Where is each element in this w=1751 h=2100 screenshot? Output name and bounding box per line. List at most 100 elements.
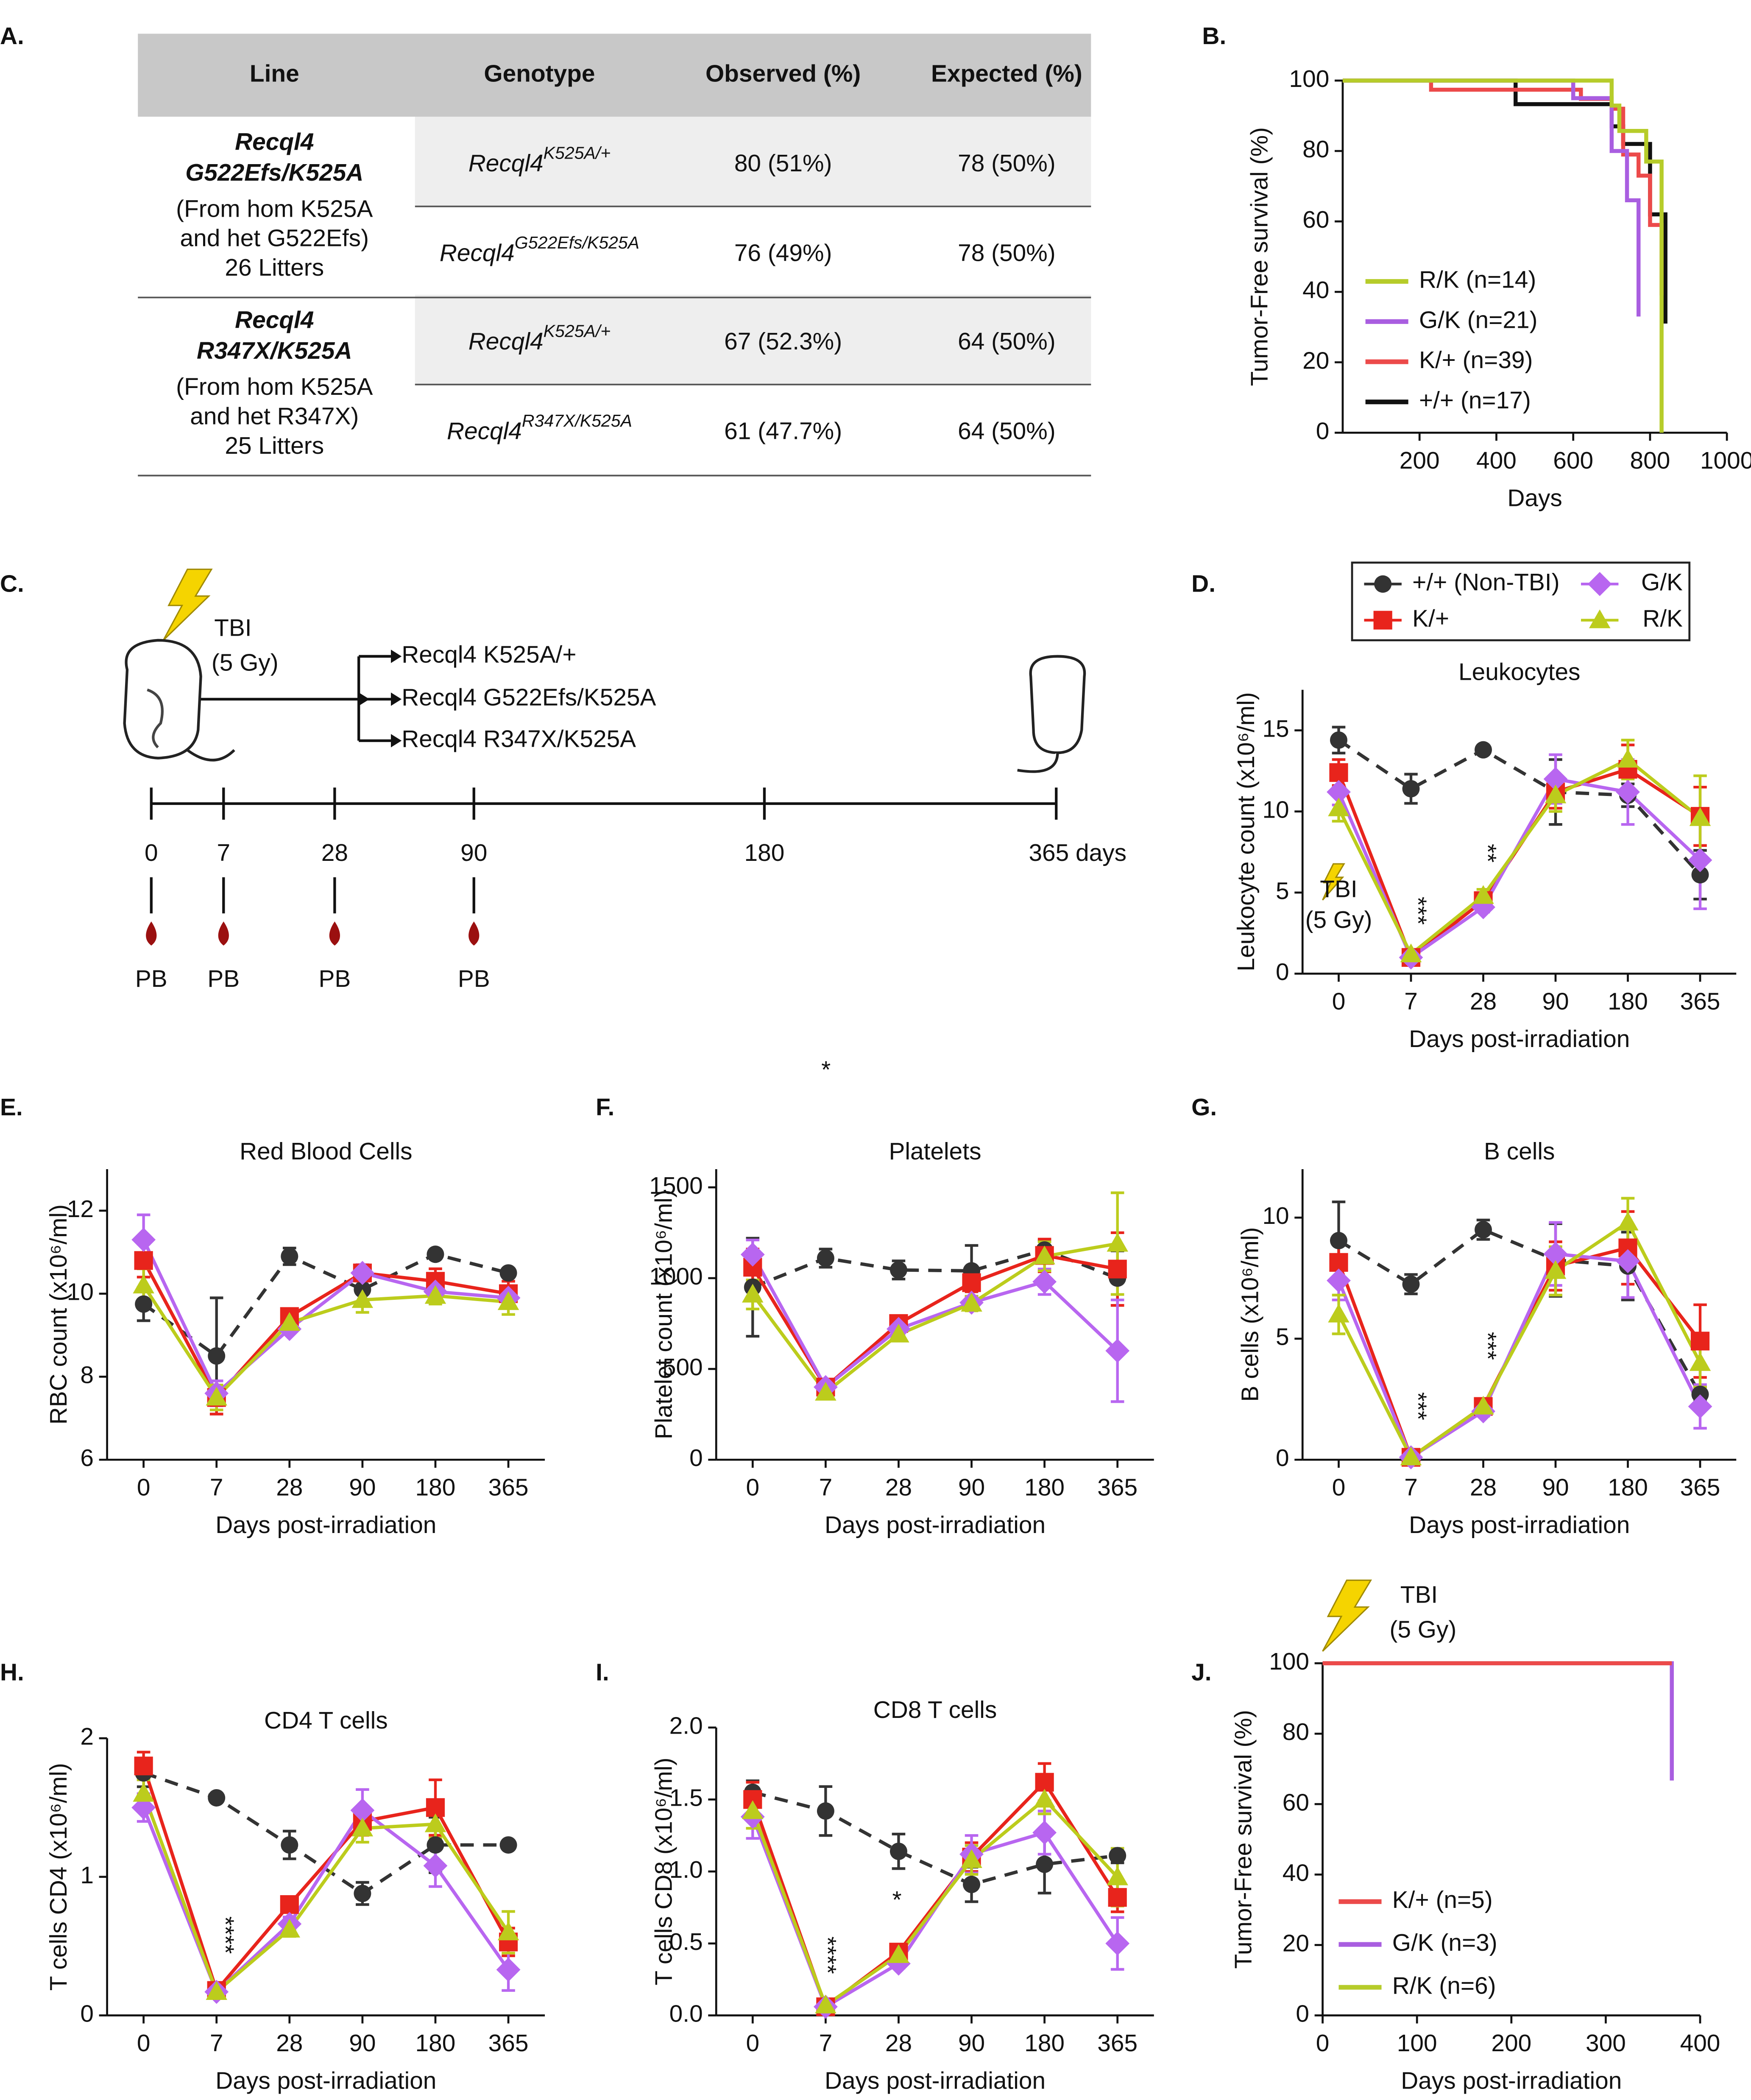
marker [815, 1382, 836, 1401]
x-tick-label: 7 [1404, 989, 1418, 1015]
marker [133, 1783, 154, 1802]
x-tick-label: 28 [1470, 989, 1497, 1015]
y-tick-label: 0 [80, 2001, 94, 2027]
panel-label: B. [1202, 23, 1226, 50]
marker [1545, 1260, 1567, 1279]
y-tick-label: 0 [1276, 1445, 1289, 1472]
series-line [1337, 757, 1701, 957]
x-tick-label: 180 [1024, 1474, 1065, 1501]
y-axis-label: Platelet count (x10⁶/ml) [650, 1190, 677, 1439]
marker [1328, 1304, 1349, 1323]
y-axis-label: Tumor-Free survival (%) [1246, 127, 1273, 386]
marker [1105, 1338, 1130, 1363]
genotype-sup: G522Efs/K525A [515, 233, 639, 252]
x-tick-label: 0 [746, 1474, 759, 1501]
table-header: Expected (%) [931, 60, 1082, 87]
genotype: Recql4R347X/K525A [447, 411, 632, 444]
sample-label: PB [135, 966, 167, 992]
marker [208, 1789, 226, 1807]
marker [131, 1227, 156, 1252]
marker [424, 1813, 446, 1832]
x-tick-label: 180 [1608, 989, 1648, 1015]
annotation: **** [814, 1936, 841, 1974]
y-tick-label: 5 [1276, 1324, 1289, 1351]
marker [1036, 1855, 1054, 1873]
marker [1330, 731, 1348, 749]
marker [889, 1261, 907, 1279]
annotation: * [892, 1887, 901, 1913]
observed: 67 (52.3%) [724, 328, 842, 355]
y-tick-label: 8 [80, 1362, 94, 1388]
series-line [752, 1248, 1118, 1289]
y-tick-label: 100 [1269, 1648, 1309, 1675]
x-tick-label: 200 [1400, 447, 1440, 474]
table-header: Genotype [484, 60, 595, 87]
marker [1107, 1866, 1128, 1885]
observed: 76 (49%) [734, 240, 832, 266]
treatment: TBI [214, 615, 251, 642]
y-tick-label: 1000 [649, 1263, 703, 1290]
series-line [142, 1239, 509, 1396]
marker [1329, 763, 1348, 782]
arrow-head [390, 649, 402, 663]
x-axis-label: Days post-irradiation [215, 1512, 436, 1539]
annotation: **** [212, 1916, 238, 1954]
line-note: (From hom K525A [176, 374, 373, 400]
marker [817, 1802, 834, 1820]
panel-label: D. [1191, 570, 1216, 597]
y-tick-label: 60 [1302, 207, 1329, 233]
x-axis-label: Days post-irradiation [1409, 1026, 1630, 1053]
expected: 78 (50%) [958, 150, 1056, 177]
x-tick-label: 180 [415, 2030, 456, 2057]
x-tick-label: 0 [1332, 989, 1346, 1015]
marker [1691, 1385, 1709, 1403]
marker [133, 1274, 154, 1294]
table-header: Observed (%) [705, 60, 861, 87]
y-tick-label: 100 [1289, 66, 1330, 92]
genotype-sup: K525A/+ [544, 321, 611, 341]
panel-label: G. [1191, 1094, 1217, 1121]
marker [963, 1876, 981, 1893]
x-tick-label: 90 [349, 2030, 376, 2057]
marker [1328, 797, 1349, 816]
x-tick-label: 7 [1404, 1474, 1418, 1501]
marker [1689, 807, 1711, 826]
marker [1034, 1789, 1055, 1808]
series-line [142, 1284, 509, 1400]
timeline-label: 180 [744, 840, 785, 866]
x-tick-label: 180 [415, 1474, 456, 1501]
chart-title: Red Blood Cells [240, 1138, 412, 1165]
annotation: *** [1405, 1392, 1431, 1420]
genotype: Recql4K525A/+ [468, 321, 611, 355]
table-header: Line [250, 60, 299, 87]
annotation: *** [1474, 1332, 1501, 1360]
marker [1108, 1259, 1127, 1279]
marker [1402, 780, 1420, 798]
annotation: * [821, 1057, 831, 1084]
marker [497, 1921, 519, 1941]
marker [427, 1245, 444, 1263]
legend-label: +/+ (n=17) [1419, 387, 1531, 414]
survival-curve [1342, 78, 1664, 296]
line-note: 25 Litters [225, 433, 324, 459]
legend-marker [1589, 609, 1611, 628]
marker [1688, 848, 1712, 872]
x-tick-label: 365 [1097, 1474, 1138, 1501]
series-line [143, 1771, 509, 1896]
legend-label: G/K (n=21) [1419, 307, 1538, 333]
legend-marker [1587, 572, 1612, 596]
x-tick-label: 28 [885, 1474, 912, 1501]
marker [742, 1284, 764, 1303]
marker [354, 1885, 371, 1902]
y-axis-label: T cells CD4 (x10⁶/ml) [45, 1763, 72, 1991]
marker [1330, 1232, 1348, 1249]
y-tick-label: 80 [1302, 136, 1329, 163]
marker [135, 1295, 153, 1313]
panel-label: I. [596, 1659, 609, 1686]
legend-label: R/K (n=14) [1419, 267, 1536, 293]
x-tick-label: 7 [210, 1474, 223, 1501]
series-line [1337, 1252, 1702, 1460]
annotation: TBI [1320, 876, 1357, 902]
marker [1545, 785, 1567, 804]
arm-label: Recql4 G522Efs/K525A [402, 684, 656, 711]
